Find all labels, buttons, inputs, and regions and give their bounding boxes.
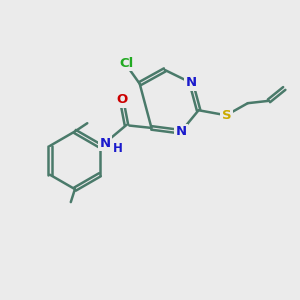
Text: N: N <box>186 76 197 89</box>
Text: N: N <box>100 137 111 150</box>
Text: N: N <box>176 125 187 138</box>
Text: O: O <box>116 93 128 106</box>
Text: Cl: Cl <box>119 57 134 70</box>
Text: H: H <box>113 142 122 155</box>
Text: S: S <box>222 109 231 122</box>
